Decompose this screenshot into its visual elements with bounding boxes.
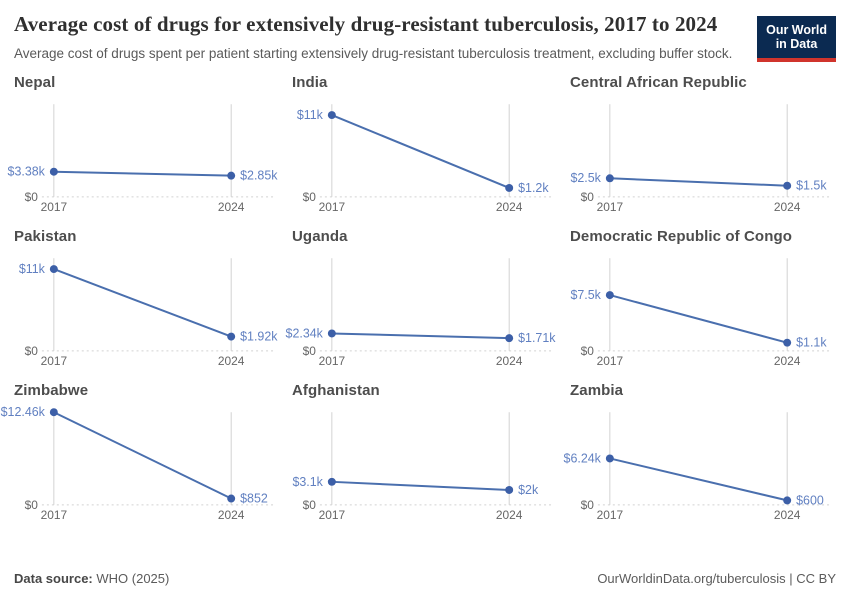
svg-text:$1.92k: $1.92k [240,330,278,344]
svg-text:$0: $0 [25,344,39,358]
svg-text:$0: $0 [581,498,595,512]
owid-logo-text: Our World in Data [757,16,836,58]
footer-datasource: Data source: WHO (2025) [14,571,169,586]
facet-title: Afghanistan [292,382,380,400]
svg-text:2024: 2024 [774,200,801,214]
owid-logo[interactable]: Our World in Data [757,16,836,62]
svg-text:$3.1k: $3.1k [292,475,323,489]
footer-credit-separator: | [785,571,797,586]
svg-text:$0: $0 [303,190,317,204]
svg-text:2024: 2024 [218,354,245,368]
facet-nepal: Nepal $0 2017 2024 $3.38k $2.85k [8,74,280,221]
svg-text:$0: $0 [581,190,595,204]
svg-text:2017: 2017 [41,508,68,522]
svg-text:2017: 2017 [319,354,346,368]
svg-text:$0: $0 [25,190,39,204]
facet-grid: Nepal $0 2017 2024 $3.38k $2.85k India $0 201… [1,74,836,529]
svg-text:2017: 2017 [597,200,624,214]
svg-text:2017: 2017 [319,508,346,522]
facet-central-african-republic: Central African Republic $0 2017 2024 $2.5k… [570,74,836,221]
svg-text:$11k: $11k [19,262,46,276]
chart-title: Average cost of drugs for extensively dr… [14,12,718,36]
svg-text:$1.1k: $1.1k [796,336,827,350]
svg-text:$2.85k: $2.85k [240,169,278,183]
footer-license: CC BY [796,571,836,586]
svg-text:2017: 2017 [41,354,68,368]
datasource-label: Data source: [14,571,93,586]
facet-uganda: Uganda $0 2017 2024 $2.34k $1.71k [286,228,558,375]
header-text: Average cost of drugs for extensively dr… [14,12,732,62]
footer-link[interactable]: OurWorldinData.org/tuberculosis [597,571,786,586]
svg-text:$852: $852 [240,492,268,506]
datasource-value: WHO (2025) [96,571,170,586]
facet-democratic-republic-of-congo: Democratic Republic of Congo $0 2017 2024 $… [570,228,836,375]
svg-text:$1.5k: $1.5k [796,179,827,193]
svg-text:$3.38k: $3.38k [8,165,46,179]
svg-text:$600: $600 [796,494,824,508]
chart-subtitle: Average cost of drugs spent per patient … [14,45,733,61]
svg-text:$1.2k: $1.2k [518,181,549,195]
svg-text:2024: 2024 [496,508,523,522]
facet-title: Zambia [570,382,624,400]
facet-title: Zimbabwe [14,382,89,400]
svg-text:2024: 2024 [496,200,523,214]
facet-zambia: Zambia $0 2017 2024 $6.24k $600 [564,382,836,529]
svg-text:$12.46k: $12.46k [1,405,46,419]
svg-text:2024: 2024 [774,508,801,522]
svg-text:$7.5k: $7.5k [570,288,601,302]
facet-title: India [292,74,328,92]
facet-title: Nepal [14,74,56,92]
svg-text:$2k: $2k [518,483,539,497]
owid-logo-line2: in Data [775,37,818,52]
svg-text:$0: $0 [581,344,595,358]
svg-text:2024: 2024 [218,508,245,522]
svg-text:$0: $0 [25,498,39,512]
svg-text:2024: 2024 [774,354,801,368]
facet-india: India $0 2017 2024 $11k $1.2k [292,74,558,221]
facet-title: Pakistan [14,228,77,246]
facet-title: Democratic Republic of Congo [570,228,792,246]
facet-title: Central African Republic [570,74,747,92]
svg-text:2017: 2017 [41,200,68,214]
facet-afghanistan: Afghanistan $0 2017 2024 $3.1k $2k [292,382,558,529]
facet-pakistan: Pakistan $0 2017 2024 $11k $1.92k [14,228,280,375]
svg-text:$0: $0 [303,498,317,512]
facet-title: Uganda [292,228,348,246]
svg-text:$0: $0 [303,344,317,358]
owid-logo-line1: Our World [766,23,827,37]
svg-text:$11k: $11k [297,108,324,122]
svg-text:$1.71k: $1.71k [518,331,556,345]
owid-logo-red-bar [757,57,836,62]
svg-text:2017: 2017 [319,200,346,214]
svg-text:2017: 2017 [597,354,624,368]
svg-text:$2.34k: $2.34k [286,327,324,341]
svg-text:$2.5k: $2.5k [570,171,601,185]
footer: Data source: WHO (2025) OurWorldinData.o… [14,571,836,588]
footer-credit: OurWorldinData.org/tuberculosis | CC BY [597,571,836,586]
svg-text:2017: 2017 [597,508,624,522]
svg-text:2024: 2024 [218,200,245,214]
facet-zimbabwe: Zimbabwe $0 2017 2024 $12.46k $852 [1,382,280,529]
svg-text:2024: 2024 [496,354,523,368]
header: Average cost of drugs for extensively dr… [14,12,836,62]
svg-text:$6.24k: $6.24k [564,452,602,466]
